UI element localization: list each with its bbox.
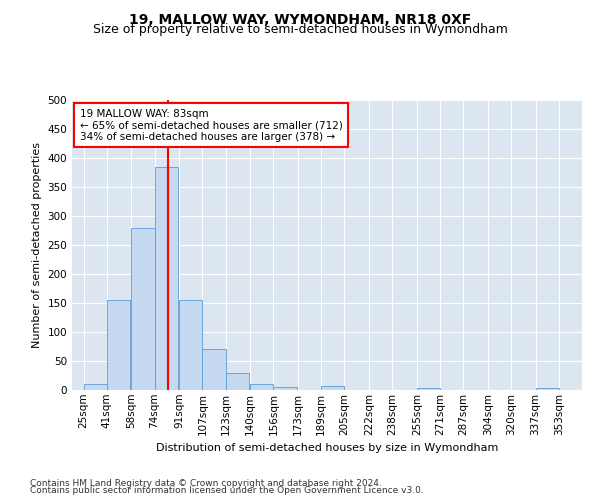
Y-axis label: Number of semi-detached properties: Number of semi-detached properties: [32, 142, 42, 348]
Bar: [202, 350, 226, 390]
Bar: [83, 384, 107, 390]
Text: Contains public sector information licensed under the Open Government Licence v3: Contains public sector information licen…: [30, 486, 424, 495]
Text: 19 MALLOW WAY: 83sqm
← 65% of semi-detached houses are smaller (712)
34% of semi: 19 MALLOW WAY: 83sqm ← 65% of semi-detac…: [80, 108, 343, 142]
Bar: [131, 228, 155, 390]
Bar: [321, 386, 344, 390]
Bar: [536, 388, 559, 390]
Text: 19, MALLOW WAY, WYMONDHAM, NR18 0XF: 19, MALLOW WAY, WYMONDHAM, NR18 0XF: [129, 12, 471, 26]
Bar: [179, 300, 202, 390]
Bar: [226, 372, 249, 390]
Bar: [107, 300, 130, 390]
Bar: [155, 166, 178, 390]
Text: Size of property relative to semi-detached houses in Wymondham: Size of property relative to semi-detach…: [92, 22, 508, 36]
Bar: [417, 388, 440, 390]
Bar: [274, 387, 296, 390]
Text: Contains HM Land Registry data © Crown copyright and database right 2024.: Contains HM Land Registry data © Crown c…: [30, 478, 382, 488]
Bar: [250, 384, 274, 390]
X-axis label: Distribution of semi-detached houses by size in Wymondham: Distribution of semi-detached houses by …: [156, 443, 498, 453]
